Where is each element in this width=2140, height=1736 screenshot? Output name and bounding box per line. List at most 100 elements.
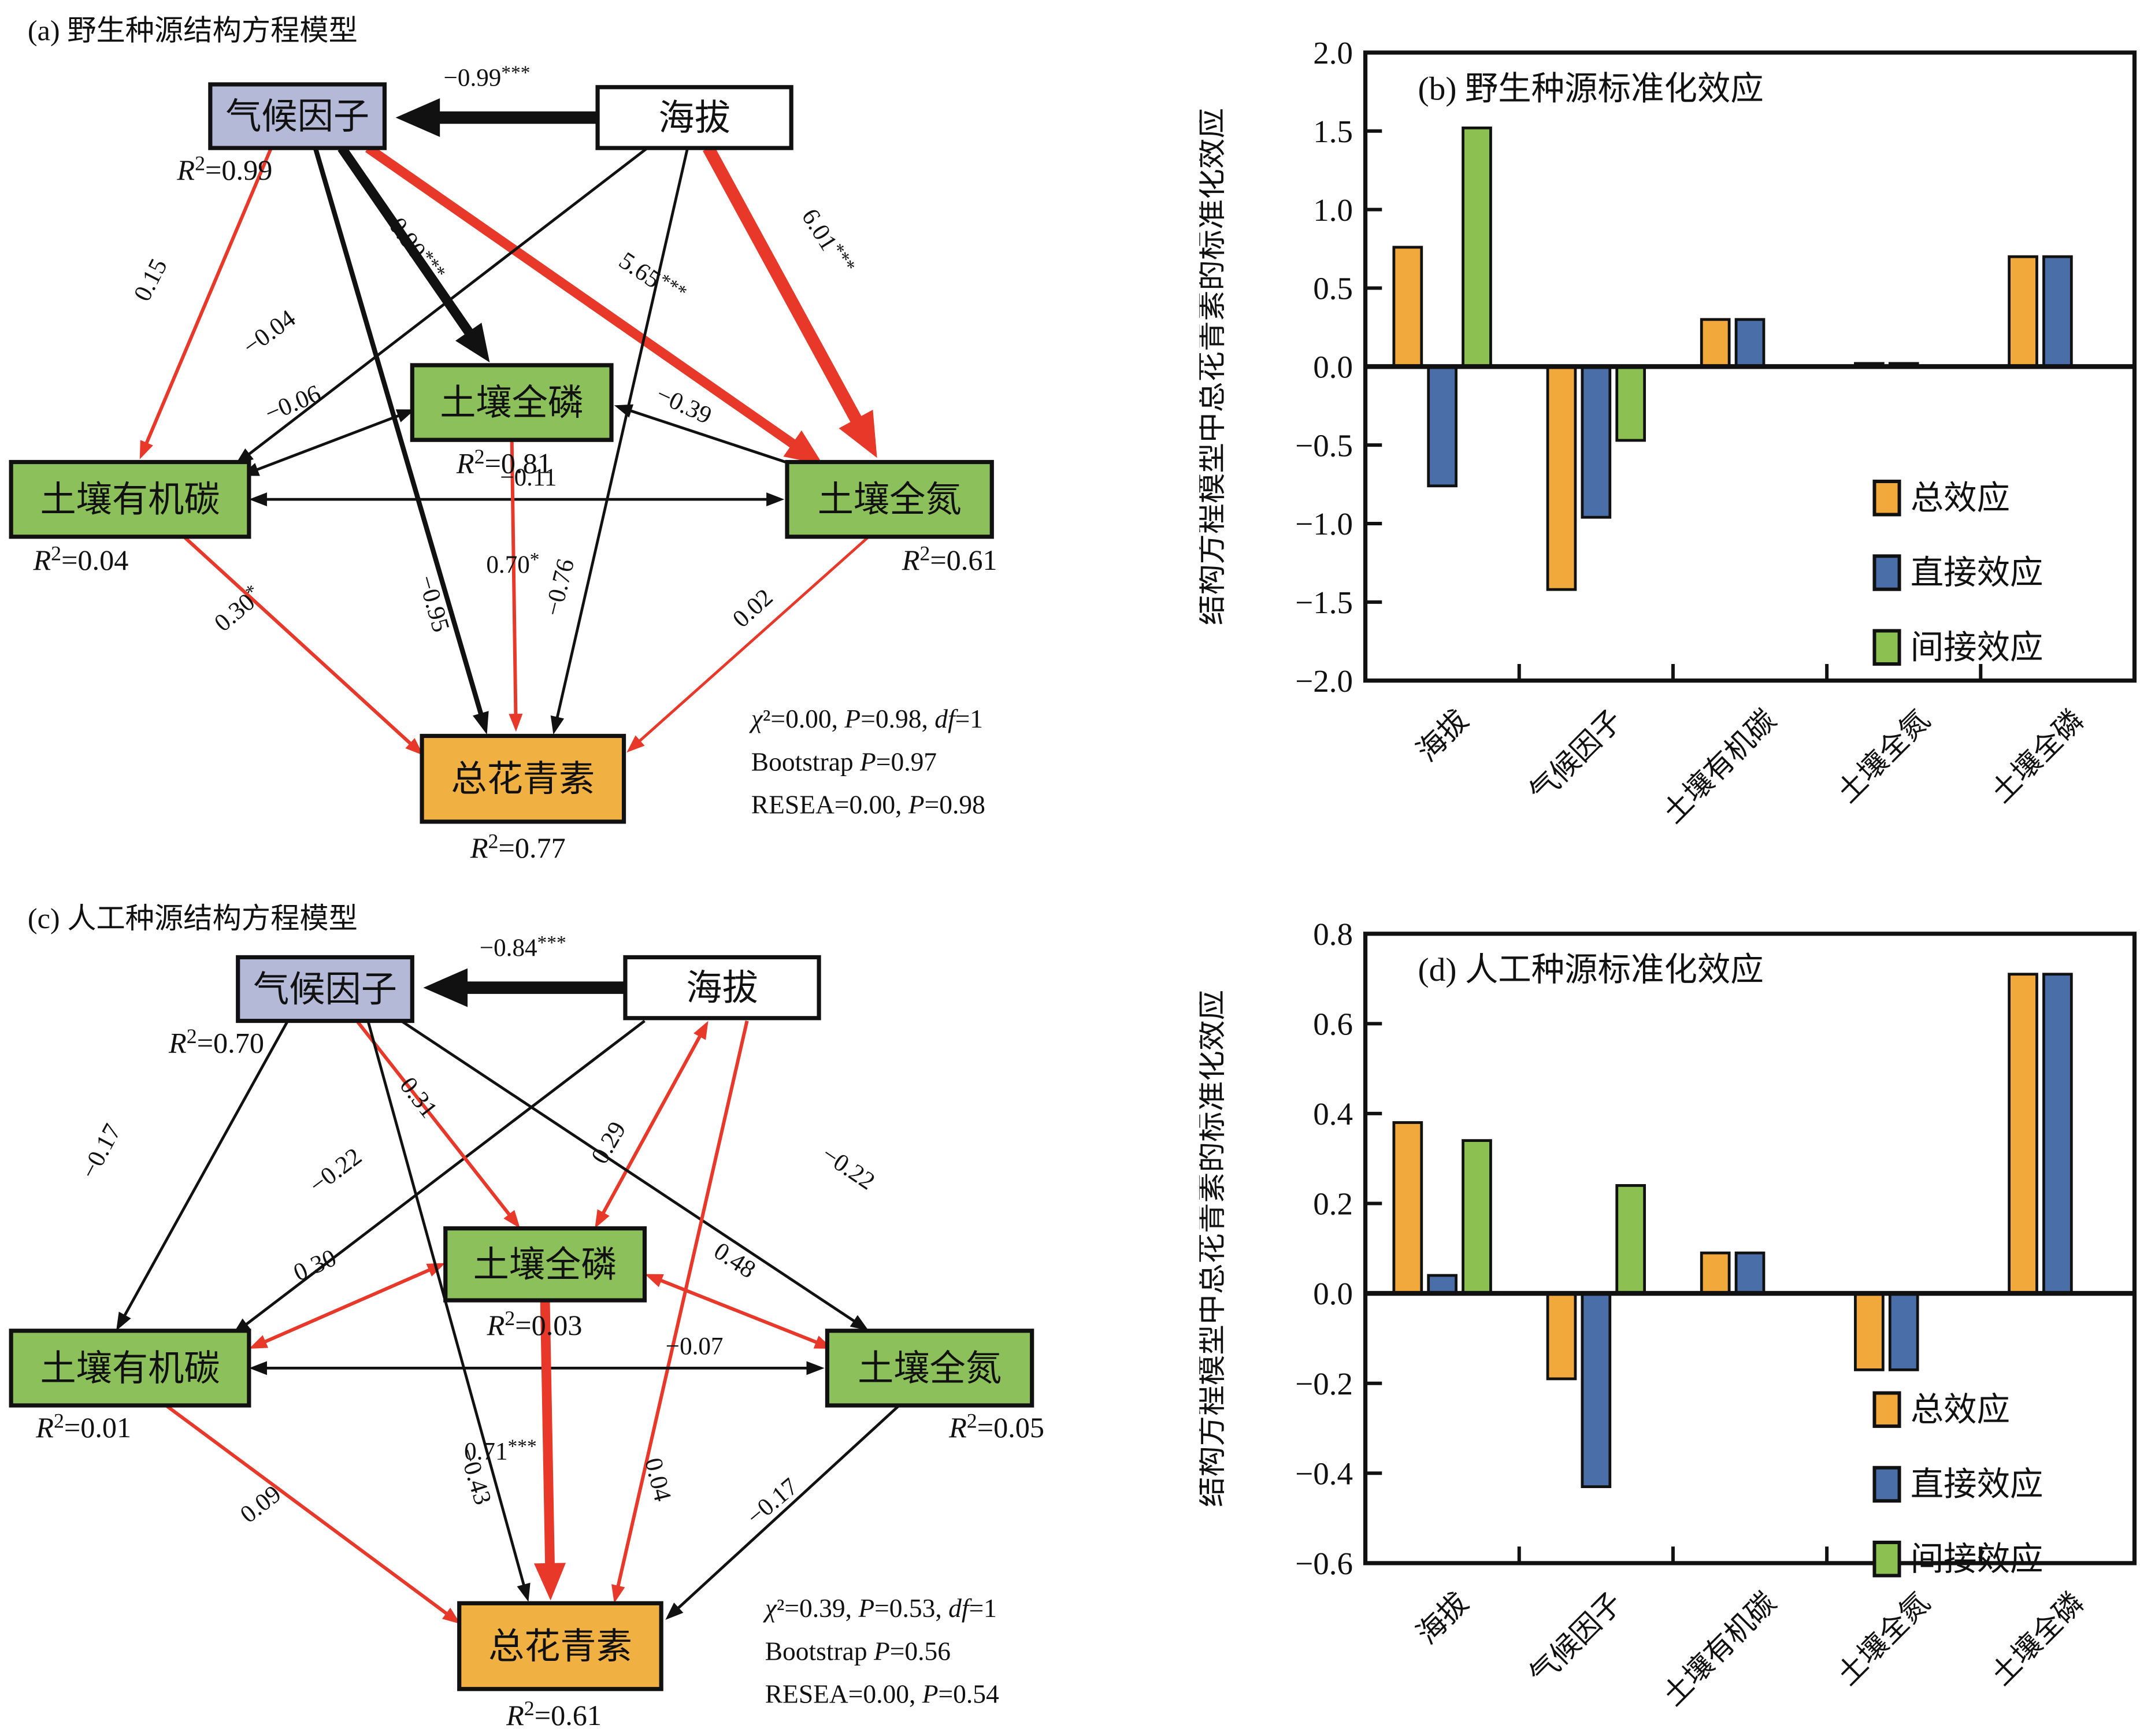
y-tick-label: −2.0	[1295, 663, 1353, 699]
path-coefficient-label: 0.30*	[208, 580, 268, 637]
node-tn: 土壤全氮 R2=0.05	[825, 1329, 1044, 1444]
path-coefficient-label: −0.22	[305, 1143, 367, 1199]
y-tick-label: 0.0	[1313, 1276, 1353, 1311]
bar-海拔-直接效应	[1427, 1274, 1458, 1295]
bar-海拔-间接效应	[1462, 126, 1492, 368]
y-tick-label: 0.2	[1313, 1186, 1353, 1222]
fit-stat-line: χ²=0.39, P=0.53, df=1	[765, 1594, 997, 1624]
node-tp: 土壤全磷 R2=0.81	[410, 363, 614, 480]
node-label: 土壤全氮	[818, 481, 962, 520]
x-tick-label: 土壤全磷	[1985, 704, 2090, 809]
legend-item: 间接效应	[1872, 629, 2043, 666]
y-tick-label: 0.6	[1313, 1006, 1353, 1041]
legend-item: 总效应	[1872, 1391, 2010, 1428]
node-elevation: 海拔	[623, 955, 821, 1021]
bar-chart-svg: 结构方程模型中总花青素的标准化效应 0.8 0.6 0.4 0.2 0.0 −0.2 −0.4…	[1195, 917, 2137, 1712]
legend-item: 间接效应	[1872, 1540, 2043, 1578]
r-squared-label: R2=0.70	[168, 1025, 264, 1059]
bar-土壤有机碳-直接效应	[1734, 1251, 1766, 1295]
sem-svg: −0.84***−0.17 −0.220.310.29 −0.220.040.30 0…	[9, 932, 1044, 1731]
bar-土壤有机碳-直接效应	[1734, 318, 1766, 368]
legend-label: 总效应	[1911, 480, 2010, 517]
fit-stat-line: Bootstrap P=0.56	[765, 1638, 951, 1667]
legend-item: 直接效应	[1872, 554, 2043, 591]
y-tick-label: 0.8	[1313, 917, 1353, 952]
path-coefficient-label: −0.76	[539, 556, 580, 618]
y-tick-label: −1.5	[1295, 585, 1353, 620]
legend-label: 直接效应	[1911, 1467, 2043, 1503]
y-tick-label: 0.5	[1313, 271, 1353, 306]
path-coefficient-label: 0.48	[709, 1237, 761, 1284]
y-tick-label: −0.6	[1295, 1546, 1353, 1581]
path-coefficient-label: −0.99***	[444, 62, 531, 91]
node-label: 土壤全磷	[473, 1245, 617, 1285]
path-coefficient-label: −0.84***	[480, 932, 566, 962]
r-squared-label: R2=0.04	[32, 541, 128, 576]
path-coefficient-label: −0.07	[666, 1333, 724, 1360]
r-squared-label: R2=0.61	[506, 1697, 602, 1731]
path-coefficient-label: −0.90***	[375, 200, 450, 287]
panel-d-bar-chart: 结构方程模型中总花青素的标准化效应 0.8 0.6 0.4 0.2 0.0 −0.2 −0.4…	[1195, 892, 2140, 1736]
bars	[1392, 973, 2073, 1489]
panel-a-fit-stats: χ²=0.00, P=0.98, df=1 Bootstrap P=0.97 RES…	[751, 699, 985, 828]
bar-土壤全氮-总效应	[1854, 1292, 1885, 1371]
panel-a-sem-diagram: −0.99*** −0.90*** 5.65*** 6.01*** 0.15 −0.04−…	[0, 0, 1363, 892]
legend-swatch	[1872, 480, 1901, 517]
sem-svg: −0.99***−0.90*** 5.65***6.01***0.15−0.04−…	[9, 62, 997, 864]
legend-label: 间接效应	[1911, 629, 2043, 666]
bar-土壤全磷-直接效应	[2042, 973, 2073, 1295]
axes: 2.0 1.5 1.0 0.5 0.0 −0.5 −1.0 −1.5 −2.0 海拔 气候因子 土壤有…	[1295, 35, 2137, 829]
panel-b-bar-chart: 结构方程模型中总花青素的标准化效应 2.0 1.5 1.0 0.5 0.0 −0.5 −1.0…	[1195, 0, 2140, 892]
y-tick-label: 0.0	[1313, 349, 1353, 384]
bar-气候因子-总效应	[1546, 365, 1577, 591]
bar-海拔-总效应	[1392, 1121, 1423, 1295]
r-squared-label: R2=0.81	[456, 445, 552, 480]
fit-stat-line: RESEA=0.00, P=0.98	[751, 791, 985, 821]
bar-气候因子-直接效应	[1581, 1292, 1612, 1489]
path-coefficient-label: 0.29	[586, 1117, 631, 1169]
path-coefficient-label: 0.70*	[486, 549, 539, 578]
x-tick-label: 土壤全氮	[1831, 704, 1936, 809]
y-tick-label: −0.4	[1295, 1456, 1353, 1491]
bar-土壤全磷-总效应	[2008, 973, 2038, 1295]
node-label: 海拔	[686, 969, 758, 1008]
node-tn: 土壤全氮 R2=0.61	[785, 459, 997, 576]
y-tick-label: 0.4	[1313, 1096, 1353, 1132]
node-label: 土壤有机碳	[40, 1349, 220, 1389]
panel-c-title: (c) 人工种源结构方程模型	[27, 902, 358, 936]
x-tick-label: 土壤有机碳	[1656, 704, 1782, 829]
bar-土壤全氮-直接效应	[1888, 1292, 1919, 1371]
sem-edges	[139, 98, 877, 755]
chart-title: (b) 野生种源标准化效应	[1418, 71, 1764, 107]
legend-swatch	[1872, 629, 1901, 666]
y-tick-label: −0.2	[1295, 1366, 1353, 1401]
fit-stat-line: χ²=0.00, P=0.98, df=1	[751, 705, 983, 735]
legend-swatch	[1872, 554, 1901, 591]
panel-a-title: (a) 野生种源结构方程模型	[27, 13, 358, 47]
bar-海拔-总效应	[1392, 246, 1423, 368]
legend-swatch	[1872, 1466, 1901, 1503]
bar-chart-svg: 结构方程模型中总花青素的标准化效应 2.0 1.5 1.0 0.5 0.0 −0.5 −1.0…	[1195, 35, 2137, 829]
bar-气候因子-总效应	[1546, 1292, 1577, 1381]
x-tick-label: 土壤有机碳	[1656, 1586, 1782, 1712]
node-elevation: 海拔	[595, 85, 793, 150]
bar-土壤有机碳-总效应	[1700, 1251, 1731, 1295]
bar-土壤有机碳-总效应	[1700, 318, 1731, 368]
legend-item: 直接效应	[1872, 1466, 2043, 1503]
path-coefficient-label: −0.04	[238, 305, 301, 361]
path-coefficient-label: 0.04	[639, 1455, 676, 1504]
bar-海拔-直接效应	[1427, 365, 1458, 488]
node-soc: 土壤有机碳 R2=0.04	[9, 459, 251, 576]
r-squared-label: R2=0.03	[487, 1307, 583, 1341]
y-tick-label: 2.0	[1313, 35, 1353, 71]
x-tick-label: 海拔	[1411, 704, 1475, 768]
bars	[1392, 126, 2073, 591]
legend-item: 总效应	[1872, 480, 2010, 517]
bar-气候因子-间接效应	[1615, 365, 1646, 442]
node-soc: 土壤有机碳 R2=0.01	[9, 1329, 251, 1444]
legend-label: 直接效应	[1911, 555, 2043, 591]
bar-海拔-间接效应	[1462, 1139, 1492, 1295]
node-label: 土壤全氮	[858, 1349, 1002, 1389]
